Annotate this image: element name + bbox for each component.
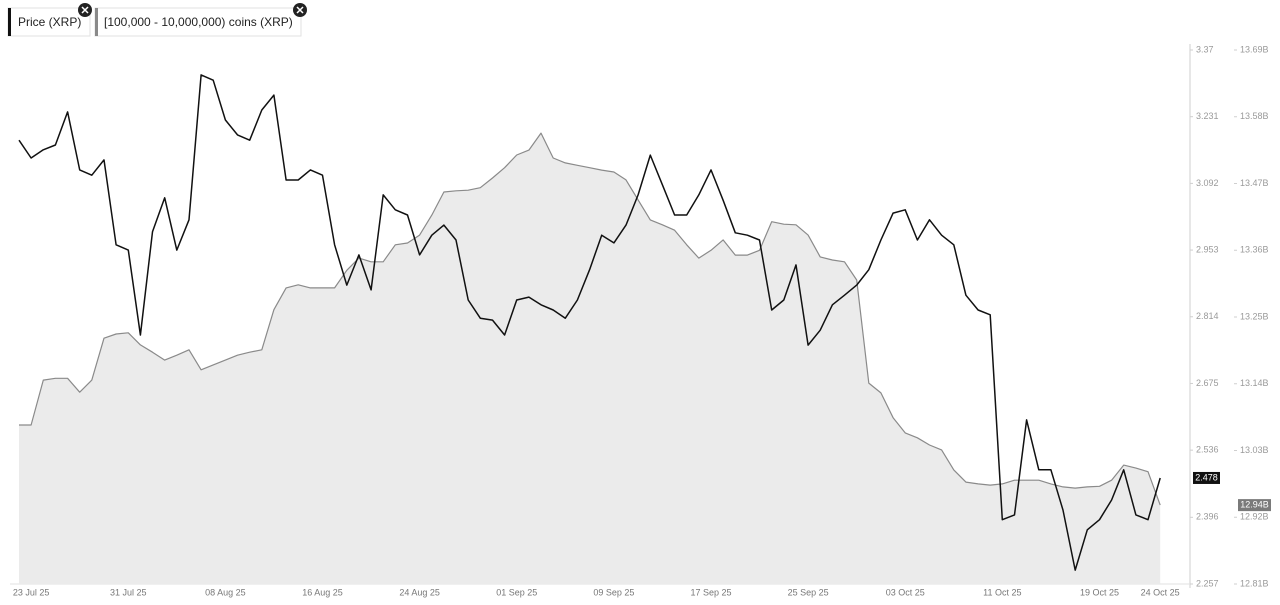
- y2-tick-label: 13.36B: [1240, 245, 1269, 255]
- price-line: [18, 74, 1161, 571]
- x-tick-label: 25 Sep 25: [788, 587, 829, 597]
- last-value-label: 2.478: [1195, 472, 1218, 482]
- y2-tick-label: 13.25B: [1240, 311, 1269, 321]
- x-tick-label: 08 Aug 25: [205, 587, 246, 597]
- x-tick-label: 16 Aug 25: [302, 587, 343, 597]
- y2-tick-label: 13.03B: [1240, 445, 1269, 455]
- x-tick-label: 23 Jul 25: [13, 587, 50, 597]
- close-icon: [81, 6, 89, 14]
- y2-tick-label: 13.14B: [1240, 378, 1269, 388]
- y-tick-label: 3.37: [1196, 44, 1214, 54]
- area-line: [19, 132, 1161, 506]
- legend-swatch: [95, 8, 98, 36]
- y-tick-label: 2.675: [1196, 378, 1219, 388]
- area-fill: [19, 133, 1161, 584]
- y2-tick-label: 13.47B: [1240, 178, 1269, 188]
- legend-label: [100,000 - 10,000,000) coins (XRP): [104, 15, 293, 29]
- last-value-badge: [1238, 499, 1271, 512]
- legend-swatch: [8, 8, 11, 36]
- x-tick-label: 11 Oct 25: [983, 587, 1021, 597]
- y-tick-label: 2.953: [1196, 244, 1219, 254]
- y-tick-label: 2.814: [1196, 311, 1219, 321]
- x-tick-label: 24 Aug 25: [399, 587, 440, 597]
- close-icon: [296, 6, 304, 14]
- last-value-label: 12.94B: [1240, 499, 1269, 509]
- x-tick-label: 31 Jul 25: [110, 587, 147, 597]
- x-tick-label: 24 Oct 25: [1141, 587, 1180, 597]
- y2-tick-label: 13.69B: [1240, 44, 1269, 54]
- y2-tick-label: 12.92B: [1240, 512, 1269, 522]
- legend: Price (XRP) [100,000 - 10,000,000) coins…: [7, 3, 307, 37]
- x-tick-label: 09 Sep 25: [593, 587, 634, 597]
- y-tick-label: 3.092: [1196, 178, 1219, 188]
- x-tick-label: 01 Sep 25: [496, 587, 537, 597]
- y-tick-label: 2.536: [1196, 445, 1219, 455]
- legend-label: Price (XRP): [18, 15, 81, 29]
- y2-tick-label: 13.58B: [1240, 111, 1269, 121]
- y2-tick-label: 12.81B: [1240, 578, 1269, 588]
- x-tick-label: 19 Oct 25: [1080, 587, 1119, 597]
- last-value-badge: [1193, 471, 1220, 484]
- x-tick-label: 03 Oct 25: [886, 587, 925, 597]
- y-tick-label: 3.231: [1196, 111, 1219, 121]
- y-tick-label: 2.257: [1196, 578, 1219, 588]
- y-tick-label: 2.396: [1196, 512, 1219, 522]
- x-tick-label: 17 Sep 25: [690, 587, 731, 597]
- legend-box[interactable]: [94, 7, 302, 37]
- legend-box[interactable]: [7, 7, 91, 37]
